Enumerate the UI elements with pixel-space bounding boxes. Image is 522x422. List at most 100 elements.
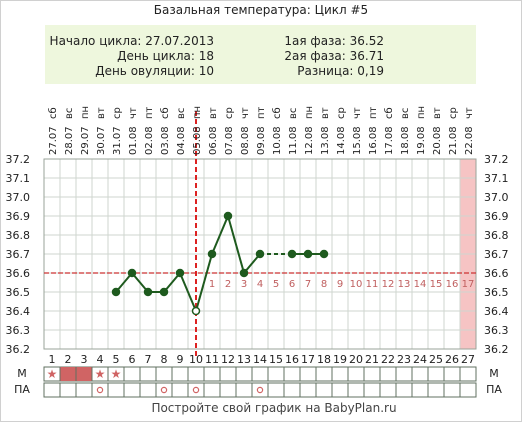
x-date-label: 05.08	[192, 126, 203, 155]
x-day-label: 18	[317, 353, 331, 366]
post-ovulation-day-number: 8	[321, 279, 327, 290]
x-day-label: 8	[161, 353, 168, 366]
x-date-label: 01.08	[128, 126, 139, 155]
m-filled-cell	[76, 367, 92, 381]
x-date-label: 14.08	[336, 126, 347, 155]
pa-row-label-left: ПА	[14, 383, 30, 396]
chart-title: Базальная температура: Цикл #5	[154, 3, 368, 17]
x-weekday-label: вт	[208, 107, 219, 119]
y-tick-label-right: 36.9	[484, 210, 509, 223]
x-date-label: 04.08	[176, 126, 187, 155]
post-ovulation-day-number: 13	[398, 279, 411, 290]
x-date-label: 16.08	[368, 126, 379, 155]
y-tick-label-left: 37.1	[6, 172, 31, 185]
y-tick-label-left: 37.2	[6, 153, 31, 166]
data-point	[319, 249, 329, 259]
x-date-label: 27.07	[48, 126, 59, 155]
post-ovulation-day-number: 6	[289, 279, 295, 290]
x-date-label: 28.07	[64, 126, 75, 155]
footer-link[interactable]: Постройте свой график на BabyPlan.ru	[151, 401, 396, 415]
data-point	[159, 287, 169, 297]
x-weekday-label: вт	[320, 107, 331, 119]
x-date-label: 02.08	[144, 126, 155, 155]
x-weekday-label: пт	[256, 106, 267, 119]
data-point	[207, 249, 217, 259]
cycle-day: День цикла: 18	[117, 49, 214, 63]
x-weekday-label: ср	[336, 107, 347, 119]
y-tick-label-left: 36.4	[6, 305, 31, 318]
x-date-label: 17.08	[384, 126, 395, 155]
pa-row-label-right: ПА	[486, 383, 502, 396]
x-weekday-label: сб	[272, 107, 283, 119]
post-ovulation-day-number: 11	[366, 279, 379, 290]
y-tick-label-right: 36.4	[484, 305, 509, 318]
post-ovulation-day-number: 1	[209, 279, 215, 290]
data-point	[239, 268, 249, 278]
x-day-label: 19	[333, 353, 347, 366]
x-weekday-label: вс	[400, 108, 411, 119]
y-tick-label-right: 37.1	[484, 172, 509, 185]
x-weekday-label: пн	[304, 106, 315, 119]
x-date-label: 21.08	[448, 126, 459, 155]
y-tick-label-left: 36.7	[6, 248, 31, 261]
data-point	[143, 287, 153, 297]
m-row-label-left: М	[17, 367, 27, 380]
x-day-label: 11	[205, 353, 219, 366]
post-ovulation-day-number: 10	[350, 279, 363, 290]
x-day-label: 20	[349, 353, 363, 366]
post-ovulation-day-number: 5	[273, 279, 279, 290]
m-row-frame	[43, 366, 477, 382]
x-date-label: 20.08	[432, 126, 443, 155]
x-weekday-label: ср	[224, 107, 235, 119]
y-tick-label-right: 36.5	[484, 286, 509, 299]
x-day-label: 14	[253, 353, 267, 366]
x-day-label: 9	[177, 353, 184, 366]
x-date-label: 09.08	[256, 126, 267, 155]
pa-circle-icon	[160, 386, 168, 394]
x-weekday-label: чт	[352, 107, 363, 119]
m-star-icon: ★	[95, 367, 106, 381]
x-weekday-label: ср	[448, 107, 459, 119]
y-tick-label-right: 37.0	[484, 191, 509, 204]
x-date-label: 19.08	[416, 126, 427, 155]
x-date-label: 30.07	[96, 126, 107, 155]
data-point	[175, 268, 185, 278]
post-ovulation-day-number: 16	[446, 279, 459, 290]
y-tick-label-right: 36.8	[484, 229, 509, 242]
info-box	[45, 25, 476, 84]
x-day-label: 17	[301, 353, 315, 366]
y-tick-label-left: 36.5	[6, 286, 31, 299]
y-tick-label-right: 37.2	[484, 153, 509, 166]
pa-circle-icon	[192, 386, 200, 394]
x-day-label: 4	[97, 353, 104, 366]
plot-area: 36.2 36.2 36.3 36.3 36.4 36.4 36.5 36.5 36.6 36.6…	[6, 106, 509, 366]
x-weekday-label: сб	[384, 107, 395, 119]
x-date-label: 12.08	[304, 126, 315, 155]
post-ovulation-day-number: 12	[382, 279, 395, 290]
cycle-start: Начало цикла: 27.07.2013	[50, 34, 214, 48]
data-point	[191, 306, 201, 316]
plot-border	[43, 158, 477, 350]
x-date-label: 06.08	[208, 126, 219, 155]
x-day-label: 26	[445, 353, 459, 366]
x-weekday-label: пт	[144, 106, 155, 119]
y-tick-label-right: 36.7	[484, 248, 509, 261]
phase2-average: 2ая фаза: 36.71	[284, 49, 384, 63]
x-weekday-label: чт	[464, 107, 475, 119]
pa-circle-icon	[96, 386, 104, 394]
m-filled-cell	[60, 367, 76, 381]
data-point	[303, 249, 313, 259]
y-tick-label-right: 36.6	[484, 267, 509, 280]
x-date-label: 31.07	[112, 126, 123, 155]
x-day-label: 21	[365, 353, 379, 366]
post-ovulation-day-number: 9	[337, 279, 343, 290]
x-date-label: 03.08	[160, 126, 171, 155]
pa-row-frame	[43, 382, 477, 398]
x-day-label: 10	[189, 353, 203, 366]
series-line-segment	[179, 272, 197, 312]
y-tick-label-right: 36.3	[484, 324, 509, 337]
x-date-label: 11.08	[288, 126, 299, 155]
x-weekday-label: сб	[160, 107, 171, 119]
x-day-label: 25	[429, 353, 443, 366]
